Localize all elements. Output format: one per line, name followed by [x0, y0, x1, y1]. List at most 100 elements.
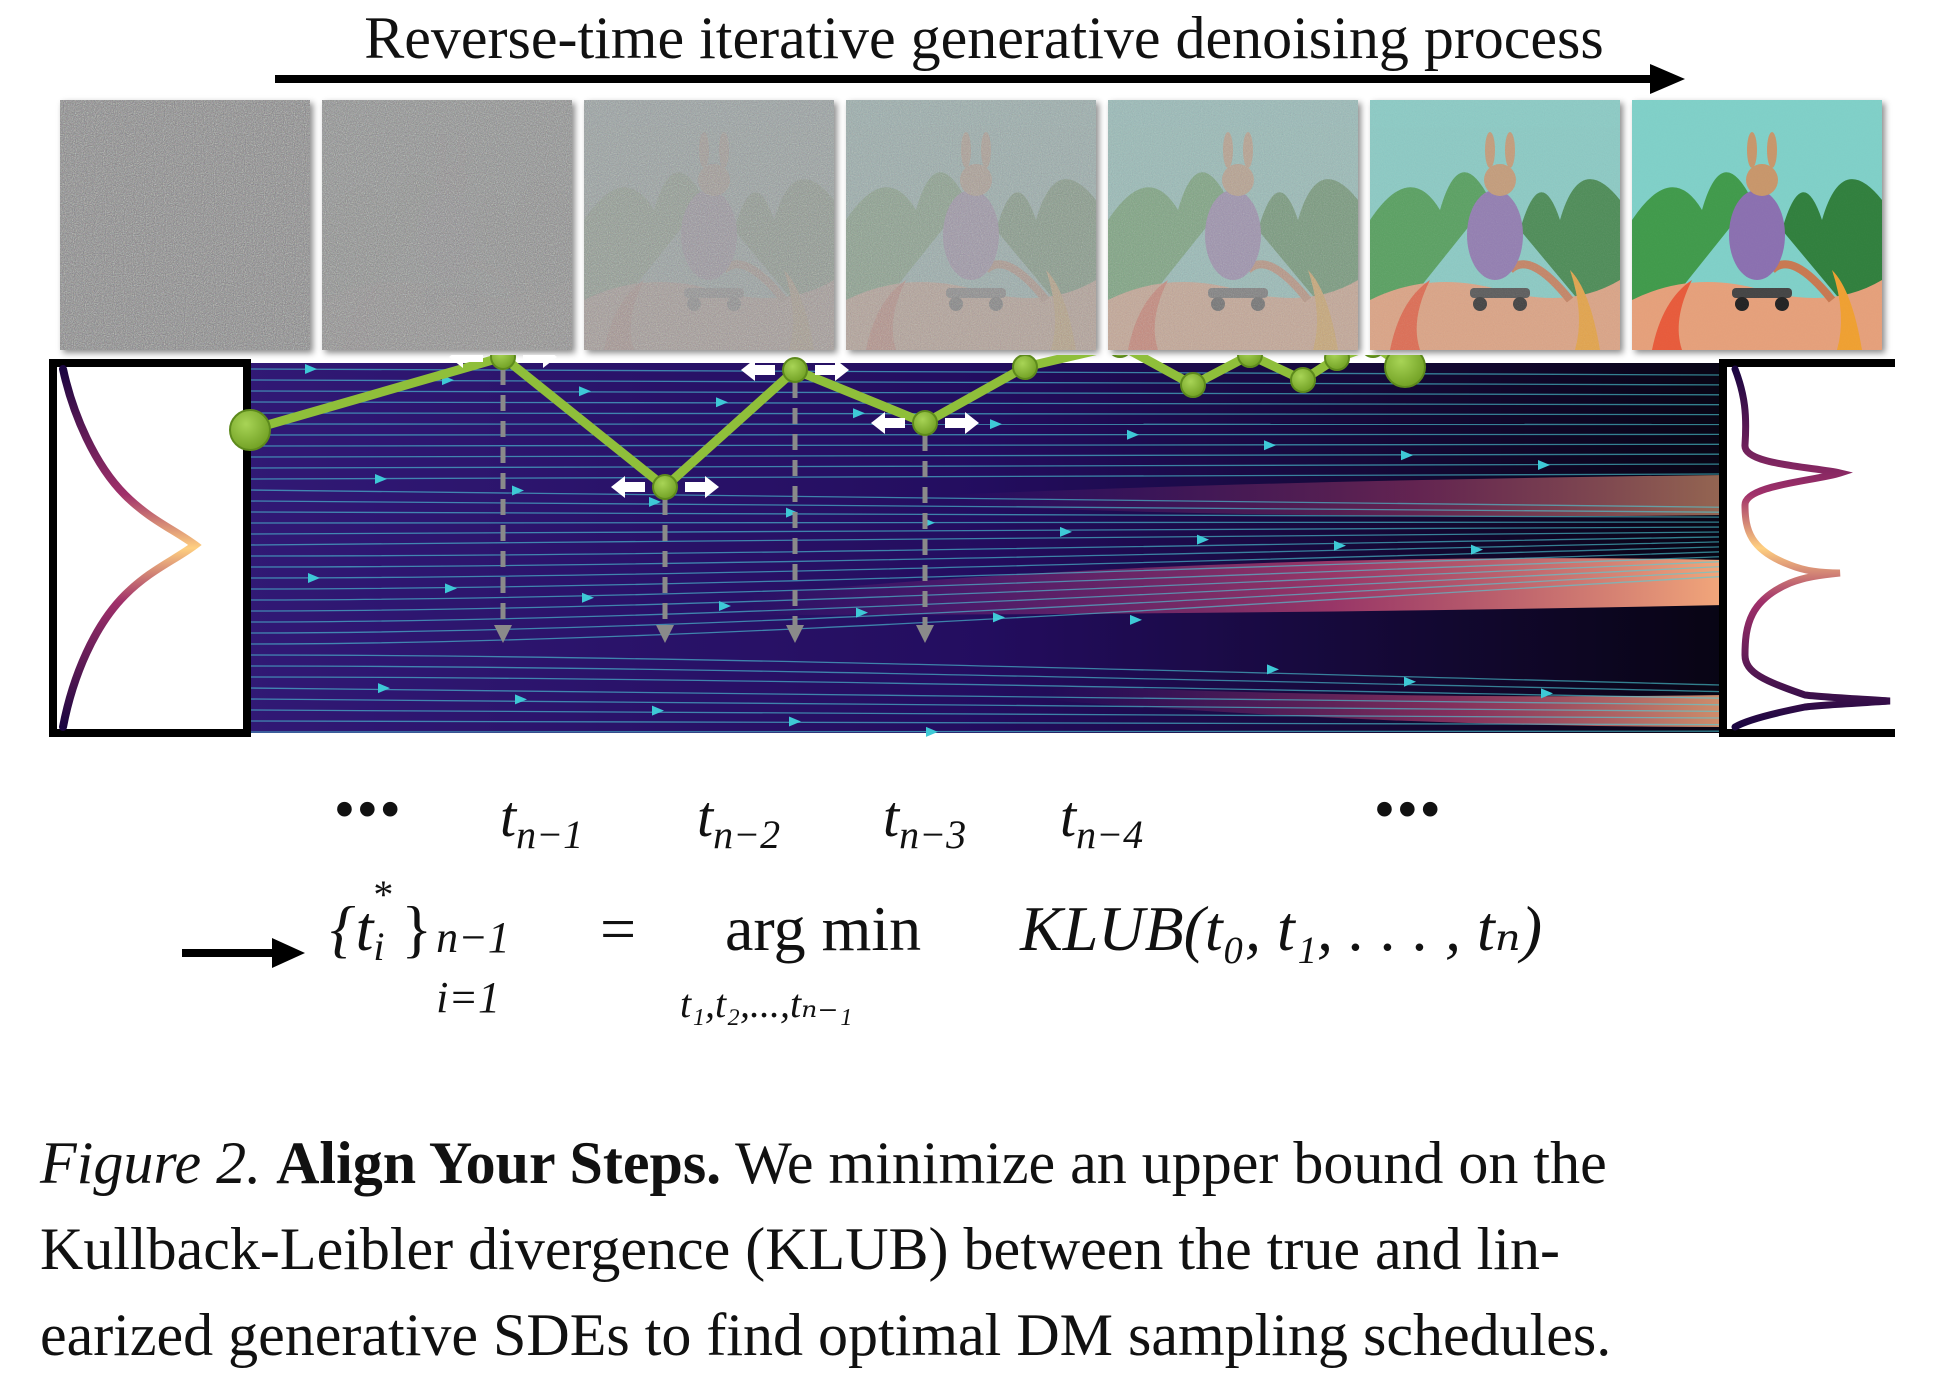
- streamline-arrowhead: [445, 583, 457, 594]
- streamline: [249, 654, 1721, 686]
- streamline-arrowhead: [926, 726, 938, 737]
- streamline: [249, 423, 1721, 426]
- streamline-arrowhead: [579, 386, 591, 397]
- streamline-arrowhead: [308, 572, 320, 583]
- streamline-arrowhead: [1130, 614, 1142, 625]
- denoising-frame-3: [584, 100, 834, 350]
- denoising-frame-7: [1632, 100, 1882, 350]
- streamline-arrowhead: [1538, 460, 1550, 471]
- shift-right-icon: [945, 412, 979, 434]
- path-node: [1237, 355, 1263, 368]
- streamline: [249, 561, 1721, 612]
- streamline: [249, 551, 1721, 590]
- streamline: [249, 556, 1721, 601]
- probability-flow-diagram: [49, 355, 1895, 737]
- caption-line-1: Figure 2. Align Your Steps. We minimize …: [40, 1120, 1920, 1206]
- formula-objective: KLUB(t₀, t₁, . . . , tₙ): [1020, 893, 1542, 964]
- step-adjust-arrows: [449, 355, 979, 498]
- formula-lhs: {t * i} n−1 i=1: [330, 872, 510, 1022]
- streamline: [249, 720, 1721, 726]
- streamline-arrowhead: [1471, 544, 1483, 555]
- streamline-arrowhead: [512, 485, 524, 496]
- streamline: [249, 546, 1721, 579]
- path-node: [1012, 355, 1038, 380]
- streamline-arrowhead: [856, 607, 868, 618]
- path-node: [1324, 355, 1350, 371]
- shift-left-icon: [449, 355, 483, 368]
- streamline: [249, 566, 1721, 623]
- streamline: [249, 463, 1721, 469]
- formula-arrow-icon: [182, 938, 305, 968]
- formula-argmin-subscript: t₁,t₂,...,tₙ₋₁: [680, 981, 853, 1026]
- frame-image: [60, 100, 310, 350]
- formula-equals: =: [600, 893, 637, 964]
- streamline: [249, 541, 1721, 568]
- streamline-arrowhead: [378, 683, 390, 694]
- streamline-arrowhead: [1401, 450, 1413, 461]
- caption-figure-label: Figure 2.: [40, 1130, 262, 1196]
- caption-line-3: earized generative SDEs to find optimal …: [40, 1302, 1612, 1368]
- path-node: [1290, 367, 1316, 393]
- frame-image: [1370, 100, 1620, 350]
- streamline-arrowhead: [582, 592, 594, 603]
- data-multimodal-curve: [1731, 365, 1891, 731]
- streamline: [249, 401, 1721, 406]
- streamline-arrowhead: [990, 419, 1002, 430]
- streamline-arrowhead: [1267, 664, 1279, 675]
- drop-arrowhead: [656, 625, 674, 643]
- path-node: [1111, 355, 1129, 358]
- streamline: [249, 453, 1721, 458]
- denoising-frame-6: [1370, 100, 1620, 350]
- streamline-arrowhead: [305, 364, 317, 375]
- time-step-drop-lines: [494, 369, 934, 643]
- drop-arrowhead: [916, 625, 934, 643]
- path-node: [652, 474, 678, 500]
- streamline-arrowhead: [786, 507, 798, 518]
- streamline: [249, 443, 1721, 447]
- shift-right-icon: [523, 355, 557, 368]
- path-end-node: [1384, 355, 1426, 388]
- streamline-arrowhead: [993, 612, 1005, 623]
- caption-line-1-rest: We minimize an upper bound on the: [721, 1130, 1607, 1196]
- prior-distribution-box: [49, 359, 251, 737]
- shift-left-icon: [611, 476, 645, 498]
- figure-caption: Figure 2. Align Your Steps. We minimize …: [40, 1120, 1920, 1378]
- process-direction-arrow: [275, 64, 1685, 94]
- drop-arrowhead: [786, 625, 804, 643]
- streamline: [249, 665, 1721, 693]
- flow-glow-top: [945, 475, 1725, 517]
- shift-right-icon: [815, 359, 849, 381]
- path-node: [1364, 355, 1382, 358]
- caption-line-2: Kullback-Leibler divergence (KLUB) betwe…: [40, 1216, 1560, 1282]
- path-node: [782, 357, 808, 383]
- streamline-arrowhead: [716, 397, 728, 408]
- streamline-arrowhead: [649, 496, 661, 507]
- streamline-arrowhead: [1197, 534, 1209, 545]
- streamline-arrowhead: [719, 600, 731, 611]
- streamline-arrowhead: [789, 716, 801, 727]
- streamline-arrowhead: [853, 408, 865, 419]
- streamline-arrowhead: [1127, 429, 1139, 440]
- streamline-arrowhead: [375, 473, 387, 484]
- frame-image: [1632, 100, 1882, 350]
- figure-header-title: Reverse-time iterative generative denois…: [364, 5, 1604, 71]
- shift-left-icon: [741, 359, 775, 381]
- denoising-frame-1: [60, 100, 310, 350]
- streamline: [249, 536, 1721, 557]
- streamline: [249, 433, 1721, 436]
- streamline-arrowhead: [515, 694, 527, 705]
- streamline-arrowhead: [1334, 540, 1346, 551]
- streamline-arrowhead: [1541, 688, 1553, 699]
- frame-image: [584, 100, 834, 350]
- streamline-arrowhead: [1404, 676, 1416, 687]
- path-start-node: [229, 409, 271, 451]
- streamline: [249, 575, 1721, 645]
- denoising-frames-strip: [60, 100, 1882, 355]
- drop-arrowhead: [494, 625, 512, 643]
- shift-left-icon: [871, 412, 905, 434]
- path-node: [490, 355, 516, 370]
- streamline-arrowhead: [652, 705, 664, 716]
- sampling-path: [229, 355, 1426, 500]
- path-node: [912, 410, 938, 436]
- streamline: [249, 521, 1721, 524]
